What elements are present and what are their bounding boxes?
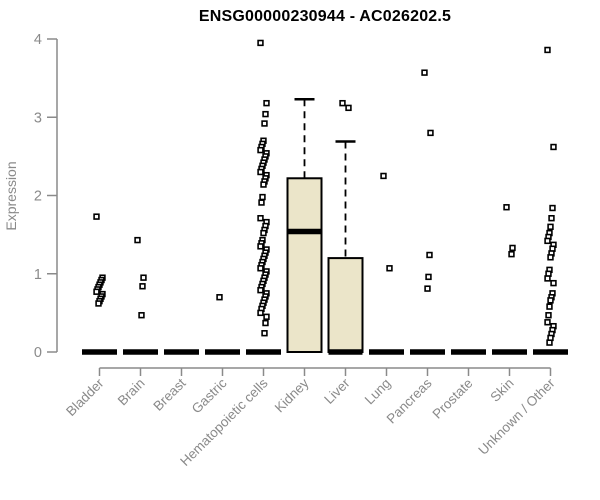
y-tick-label: 3 (34, 110, 42, 126)
y-tick-label: 4 (34, 32, 42, 48)
outlier-point (545, 312, 552, 319)
outlier-point (134, 236, 141, 244)
outlier-point (547, 254, 554, 261)
category-label: Unknown / Other (475, 375, 558, 458)
outlier-point (544, 319, 551, 326)
chart-title: ENSG00000230944 - AC026202.5 (198, 8, 452, 25)
category-label: Prostate (429, 376, 475, 422)
outlier-point (547, 223, 554, 230)
outlier-point (547, 297, 554, 304)
outlier-point (509, 244, 516, 252)
outlier-point (548, 214, 555, 222)
outlier-point (258, 199, 265, 206)
outlier-point (425, 273, 432, 281)
outlier-point (93, 213, 100, 220)
outlier-point (546, 339, 553, 346)
outlier-point (421, 69, 428, 76)
category-label: Breast (150, 375, 188, 413)
outlier-point (216, 294, 223, 301)
outlier-point (257, 146, 264, 154)
outlier-point (259, 193, 266, 201)
outlier-point (257, 265, 264, 272)
category-label: Bladder (63, 375, 107, 419)
outlier-point (424, 285, 431, 292)
outlier-point (339, 99, 346, 107)
outlier-point (262, 110, 269, 118)
category-label: Kidney (272, 375, 312, 415)
outlier-point (508, 250, 515, 258)
outlier-point (140, 274, 147, 281)
y-tick-label: 0 (34, 345, 42, 361)
outlier-point (544, 275, 551, 282)
outlier-point (261, 120, 268, 127)
category-label: Brain (115, 376, 148, 409)
outlier-point (550, 143, 557, 151)
outlier-point (263, 313, 270, 320)
outlier-point (262, 319, 269, 327)
outlier-point (95, 300, 102, 307)
outlier-point (260, 181, 267, 188)
category-label: Pancreas (384, 375, 435, 426)
outlier-point (257, 309, 264, 317)
outlier-point (546, 303, 553, 310)
outlier-point (345, 104, 352, 112)
outlier-point (257, 243, 264, 250)
box-liver (327, 257, 364, 354)
y-tick-label: 2 (34, 189, 42, 205)
outlier-point (380, 172, 387, 180)
outlier-point (139, 283, 146, 290)
outlier-point (426, 251, 433, 259)
outlier-point (257, 168, 264, 176)
category-label: Lung (362, 376, 394, 408)
outlier-point (93, 288, 100, 295)
outlier-point (257, 39, 264, 47)
outlier-point (427, 129, 434, 137)
outlier-point (257, 286, 264, 294)
outlier-point (503, 204, 510, 211)
outlier-point (386, 265, 393, 272)
outlier-point (549, 204, 556, 212)
category-label: Skin (487, 376, 516, 405)
outlier-point (263, 99, 270, 107)
outlier-point (550, 279, 557, 287)
outlier-point (544, 237, 551, 245)
outlier-point (544, 46, 551, 54)
outlier-point (261, 330, 268, 337)
category-label: Liver (321, 375, 353, 407)
y-tick-label: 1 (34, 267, 42, 283)
category-label: Gastric (189, 375, 230, 416)
outlier-point (257, 214, 264, 222)
outlier-point (138, 312, 145, 319)
box-kidney (286, 177, 323, 353)
outlier-point (260, 229, 267, 237)
